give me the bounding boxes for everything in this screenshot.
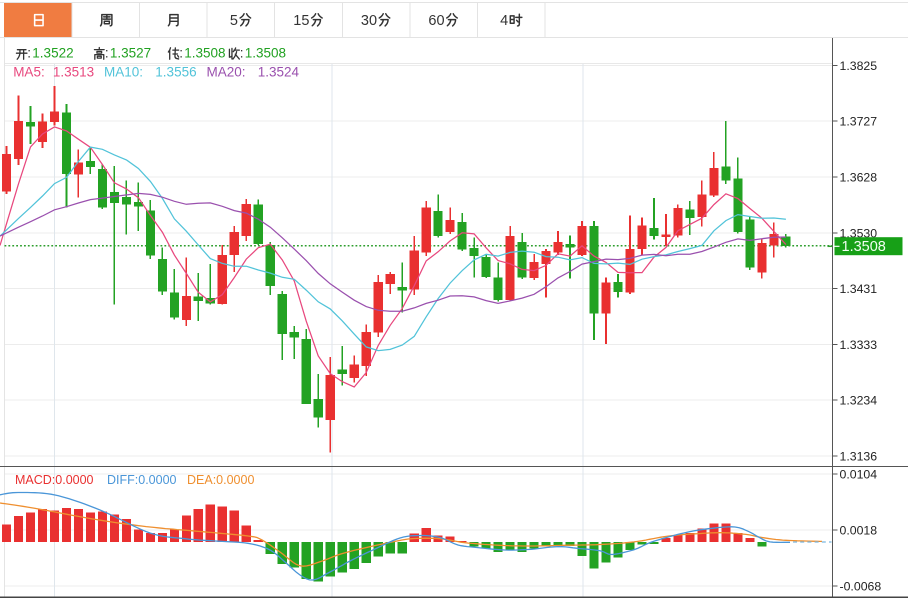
- svg-text:1.3136: 1.3136: [840, 450, 878, 464]
- svg-text:1.3530: 1.3530: [840, 226, 878, 240]
- svg-text:30: 30: [361, 13, 377, 29]
- svg-text:5: 5: [230, 13, 238, 29]
- svg-text::: :: [240, 46, 244, 61]
- svg-text:1.3527: 1.3527: [110, 46, 151, 61]
- svg-text:DEA:0.0000: DEA:0.0000: [187, 473, 254, 487]
- svg-text:1.3431: 1.3431: [840, 282, 878, 296]
- svg-text:1.3628: 1.3628: [840, 171, 878, 185]
- svg-text:0.0018: 0.0018: [840, 524, 878, 538]
- svg-text:1.3522: 1.3522: [32, 46, 73, 61]
- svg-text:1.3825: 1.3825: [840, 59, 878, 73]
- svg-text:60: 60: [428, 13, 444, 29]
- svg-text:MA5: 1.3513: MA5: 1.3513: [13, 65, 94, 80]
- svg-text::: :: [105, 46, 109, 61]
- svg-text:DIFF:0.0000: DIFF:0.0000: [107, 473, 177, 487]
- svg-text:0.0104: 0.0104: [840, 468, 878, 482]
- svg-text:1.3727: 1.3727: [840, 115, 878, 129]
- svg-text:-0.0068: -0.0068: [840, 580, 882, 594]
- svg-text:1.3508: 1.3508: [245, 46, 286, 61]
- svg-text:1.3234: 1.3234: [840, 394, 878, 408]
- svg-text:1.3508: 1.3508: [842, 239, 886, 255]
- svg-text:1.3333: 1.3333: [840, 338, 878, 352]
- svg-text:4: 4: [500, 13, 508, 29]
- svg-text::: :: [179, 46, 183, 61]
- svg-text::: :: [27, 46, 31, 61]
- svg-text:1.3508: 1.3508: [184, 46, 225, 61]
- svg-text:MACD:0.0000: MACD:0.0000: [15, 473, 94, 487]
- svg-text:15: 15: [293, 13, 309, 29]
